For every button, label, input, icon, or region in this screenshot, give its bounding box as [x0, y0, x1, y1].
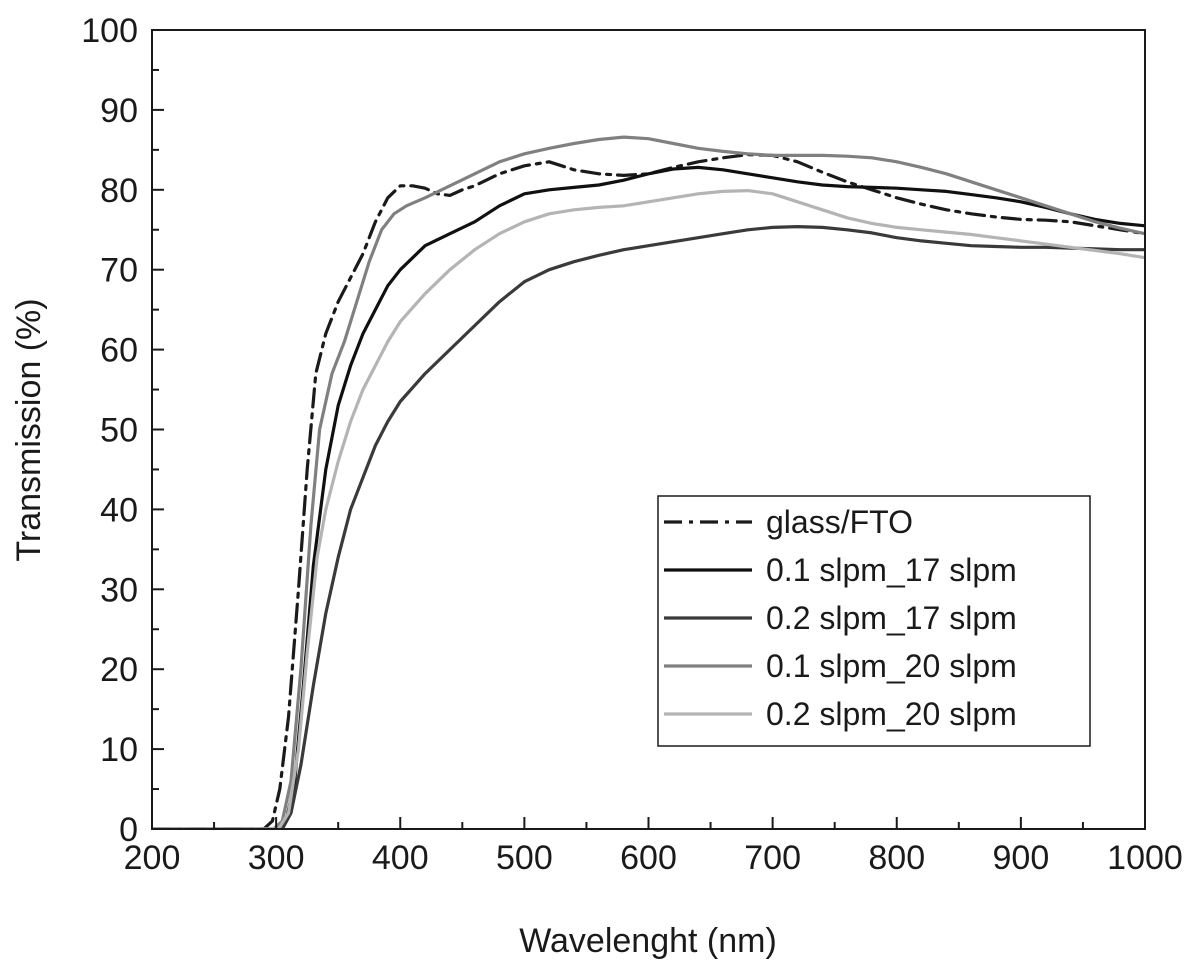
y-tick-label: 20 — [100, 651, 138, 689]
legend-label-5: 0.2 slpm_20 slpm — [766, 696, 1017, 732]
y-tick-label: 10 — [100, 731, 138, 769]
series-line-4 — [152, 135, 1145, 829]
series-line-3 — [152, 225, 1145, 829]
y-tick-label: 40 — [100, 491, 138, 529]
y-tick-label: 30 — [100, 571, 138, 609]
series-line-2 — [152, 165, 1145, 829]
legend-label-1: glass/FTO — [766, 504, 913, 540]
series-line-5 — [152, 189, 1145, 829]
x-tick-label: 300 — [248, 839, 305, 877]
y-tick-label: 100 — [81, 12, 138, 50]
y-tick-label: 0 — [119, 811, 138, 849]
legend: glass/FTO 0.1 slpm_17 slpm 0.2 slpm_17 slp… — [657, 495, 1091, 747]
legend-label-4: 0.1 slpm_20 slpm — [766, 648, 1017, 684]
y-axis-title: Transmission (%) — [10, 298, 48, 561]
x-axis: 200 300 400 500 600 700 800 900 1000 — [124, 817, 1183, 877]
legend-box — [657, 495, 1091, 747]
x-tick-label: 800 — [868, 839, 925, 877]
y-tick-label: 70 — [100, 252, 138, 290]
x-tick-label: 200 — [124, 839, 181, 877]
x-axis-title: Wavelenght (nm) — [519, 922, 777, 960]
y-tick-label: 60 — [100, 332, 138, 370]
legend-label-2: 0.1 slpm_17 slpm — [766, 552, 1017, 588]
y-tick-label: 80 — [100, 172, 138, 210]
x-tick-label: 900 — [993, 839, 1050, 877]
y-tick-label: 50 — [100, 412, 138, 450]
series-line-1 — [152, 153, 1145, 829]
y-axis: 0 10 20 30 40 50 60 70 80 90 100 — [81, 12, 164, 849]
x-tick-label: 400 — [372, 839, 429, 877]
x-tick-label: 1000 — [1107, 839, 1183, 877]
x-tick-label: 600 — [620, 839, 677, 877]
legend-label-3: 0.2 slpm_17 slpm — [766, 600, 1017, 636]
x-tick-label: 500 — [496, 839, 553, 877]
series-layer — [152, 135, 1145, 829]
y-tick-label: 90 — [100, 92, 138, 130]
x-tick-label: 700 — [744, 839, 801, 877]
